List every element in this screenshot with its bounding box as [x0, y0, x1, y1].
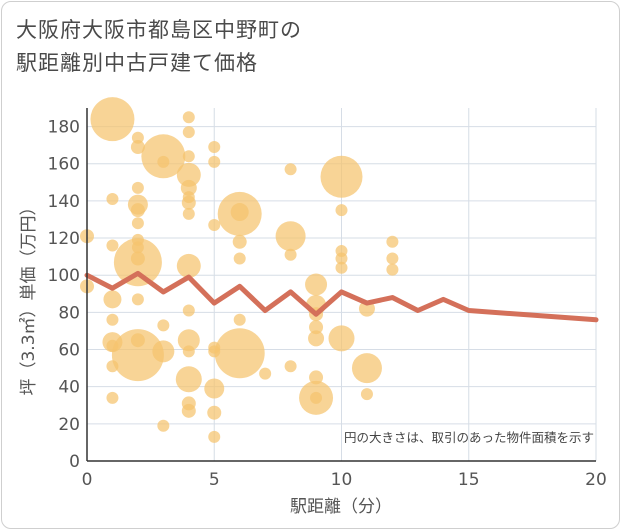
bubble-point [230, 203, 249, 222]
bubble-point [351, 353, 382, 384]
bubble-point [106, 193, 119, 206]
bubble-point [177, 329, 200, 352]
bubble-size-note: 円の大きさは、取引のあった物件面積を示す [344, 430, 594, 445]
bubble-point [131, 293, 144, 306]
bubble-point [90, 97, 135, 142]
y-tick-label: 0 [69, 452, 80, 472]
bubble-point [232, 234, 247, 249]
bubble-point [335, 204, 348, 217]
bubble-point [328, 325, 355, 352]
y-tick-label: 40 [58, 378, 80, 398]
y-tick-label: 80 [58, 303, 80, 323]
y-tick-label: 140 [48, 192, 80, 212]
y-tick-label: 20 [58, 415, 80, 435]
bubble-point [131, 217, 144, 230]
bubble-point [208, 219, 221, 232]
bubble-point [204, 378, 225, 399]
bubble-point [182, 207, 195, 220]
x-tick-label: 5 [209, 470, 220, 490]
y-tick-label: 60 [58, 341, 80, 361]
bubble-point [284, 360, 297, 373]
bubble-point [182, 111, 195, 124]
bubble-point [113, 238, 162, 287]
bubble-point [152, 340, 175, 363]
bubble-point [233, 313, 246, 326]
bubble-point [309, 370, 324, 385]
bubble-point [182, 345, 195, 358]
bubble-point [335, 252, 348, 265]
bubble-point [310, 391, 323, 404]
bubble-point [386, 252, 399, 265]
bubble-point [157, 319, 170, 332]
bubble-point [182, 304, 195, 317]
bubble-point [130, 140, 145, 155]
bubble-point [182, 126, 195, 139]
bubble-point [176, 162, 201, 187]
bubble-point [182, 150, 195, 163]
y-tick-label: 120 [48, 229, 80, 249]
bubble-point [175, 366, 202, 393]
bubble-point [131, 181, 144, 194]
x-axis-title: 駅距離（分） [290, 497, 392, 517]
bubble-point [335, 261, 348, 274]
y-tick-label: 180 [48, 118, 80, 138]
bubble-point [284, 248, 297, 261]
bubble-point [284, 163, 297, 176]
y-tick-label: 160 [48, 155, 80, 175]
bubble-point [275, 221, 306, 252]
bubble-point [233, 252, 246, 265]
bubble-point [305, 273, 328, 296]
bubble-point [309, 320, 324, 335]
bubble-point [208, 141, 221, 154]
bubble-point [130, 203, 145, 218]
bubble-point [103, 290, 122, 309]
bubble-point [214, 328, 265, 379]
bubble-point [157, 155, 170, 168]
x-tick-label: 15 [458, 470, 480, 490]
x-tick-label: 20 [585, 470, 607, 490]
bubble-point [320, 155, 363, 198]
bubble-point [259, 367, 272, 380]
axes: 0 20 40 60 80 100 120 140 160 180 0 5 10 15 20 [48, 108, 607, 490]
bubble-point [181, 403, 196, 418]
bubble-point [308, 330, 325, 347]
bubble-point [208, 155, 221, 168]
bubble-point [157, 419, 170, 432]
bubble-point [386, 235, 399, 248]
y-axis-title: 坪（3.3㎡）単価（万円） [19, 198, 39, 395]
bubble-point [111, 329, 164, 382]
bubble-point [176, 253, 201, 278]
chart-title: 大阪府大阪市都島区中野町の 駅距離別中古戸建て価格 [16, 18, 302, 75]
bubble-point [106, 239, 119, 252]
bubble-point [386, 263, 399, 276]
bubble-point [106, 313, 119, 326]
bubble-point [207, 405, 222, 420]
bubble-point [180, 179, 197, 196]
bubble-point [360, 388, 373, 401]
average-price-line [84, 270, 599, 323]
average-line-series [84, 270, 599, 323]
bubble-point [181, 195, 196, 210]
x-tick-label: 0 [82, 470, 93, 490]
bubble-point [208, 430, 221, 443]
bubble-point [106, 391, 119, 404]
y-tick-label: 100 [48, 266, 80, 286]
x-tick-label: 10 [331, 470, 353, 490]
bubble-series [80, 97, 399, 443]
